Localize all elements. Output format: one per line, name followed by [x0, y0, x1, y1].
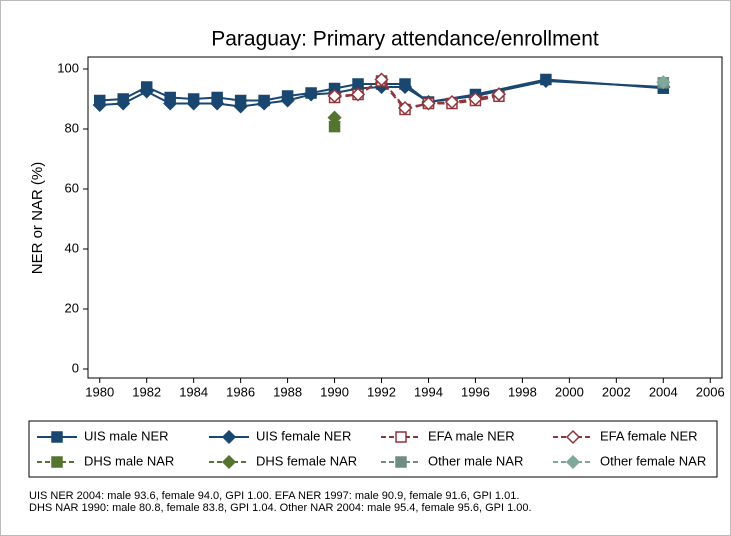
marker — [280, 93, 295, 108]
note: DHS NAR 1990: male 80.8, female 83.8, GP… — [29, 502, 532, 514]
x-tick-label: 2004 — [649, 384, 678, 399]
marker — [186, 96, 201, 111]
marker — [163, 96, 178, 111]
marker — [444, 94, 460, 110]
marker — [656, 75, 671, 90]
legend-label: EFA male NER — [428, 428, 515, 443]
x-tick-label: 1994 — [414, 384, 443, 399]
y-tick-label: 0 — [72, 360, 79, 375]
legend-box — [28, 420, 718, 478]
marker — [257, 96, 272, 111]
marker — [397, 79, 413, 95]
legend-label: DHS female NAR — [256, 453, 357, 468]
y-tick-label: 20 — [65, 300, 79, 315]
legend-label: UIS male NER — [84, 428, 169, 443]
x-tick-label: 1992 — [367, 384, 396, 399]
marker — [92, 97, 107, 113]
legend-label: Other male NAR — [428, 453, 523, 468]
marker — [327, 110, 342, 125]
y-axis-label: NER or NAR (%) — [29, 162, 46, 275]
marker — [210, 96, 225, 111]
legend-marker — [51, 456, 63, 468]
marker — [374, 72, 389, 87]
x-tick-label: 1986 — [226, 384, 255, 399]
marker — [421, 96, 436, 111]
x-tick-label: 1984 — [179, 384, 208, 399]
legend-marker — [395, 431, 407, 443]
x-tick-label: 2002 — [602, 384, 631, 399]
marker — [350, 87, 366, 102]
legend-label: UIS female NER — [256, 428, 351, 443]
marker — [491, 87, 506, 102]
y-tick-label: 80 — [65, 120, 79, 135]
marker — [304, 87, 319, 102]
x-tick-label: 1988 — [273, 384, 302, 399]
y-tick-label: 40 — [65, 240, 79, 255]
x-tick-label: 2000 — [555, 384, 584, 399]
marker — [538, 73, 553, 89]
marker — [468, 91, 483, 107]
legend-marker — [565, 454, 581, 470]
y-tick-label: 100 — [57, 60, 79, 75]
x-tick-label: 1980 — [85, 384, 114, 399]
note: UIS NER 2004: male 93.6, female 94.0, GP… — [29, 490, 519, 502]
marker — [397, 100, 413, 116]
x-tick-label: 1990 — [320, 384, 349, 399]
x-tick-label: 1982 — [132, 384, 161, 399]
marker — [327, 88, 342, 104]
legend-marker — [565, 429, 581, 445]
chart-title: Paraguay: Primary attendance/enrollment — [211, 28, 599, 51]
legend-marker — [221, 454, 237, 470]
legend-marker — [221, 429, 237, 445]
y-tick-label: 60 — [65, 180, 79, 195]
marker — [116, 96, 131, 111]
marker — [233, 99, 248, 114]
legend-marker — [51, 431, 63, 443]
x-tick-label: 1996 — [461, 384, 490, 399]
legend-label: EFA female NER — [600, 428, 698, 443]
legend-marker — [395, 456, 407, 468]
marker — [139, 84, 154, 99]
x-tick-label: 1998 — [508, 384, 537, 399]
legend-label: Other female NAR — [600, 453, 706, 468]
legend-label: DHS male NAR — [84, 453, 174, 468]
x-tick-label: 2006 — [696, 384, 725, 399]
